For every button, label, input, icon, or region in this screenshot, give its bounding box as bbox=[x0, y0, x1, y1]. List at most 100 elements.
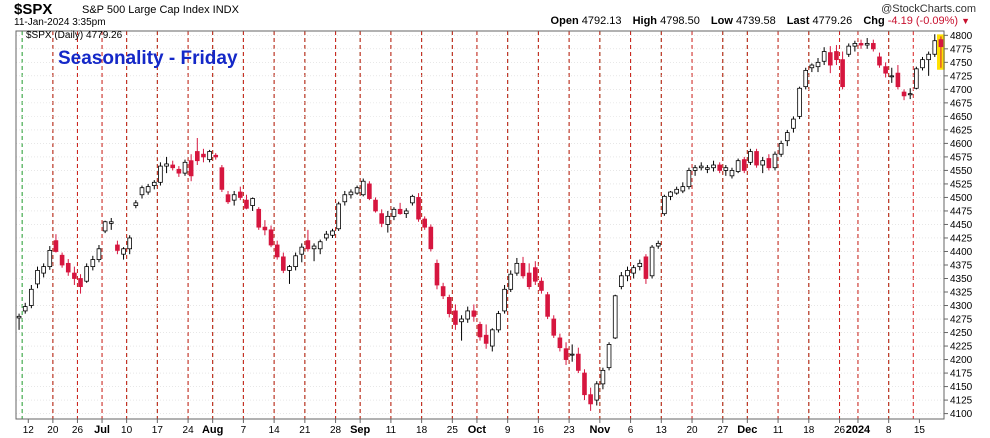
candle-body bbox=[612, 295, 618, 339]
candle-body bbox=[784, 132, 790, 142]
x-tick-label: 24 bbox=[183, 425, 195, 436]
candle-body bbox=[84, 266, 89, 282]
x-tick-label: Nov bbox=[589, 424, 611, 436]
candle-body bbox=[182, 161, 188, 174]
candle-body bbox=[151, 181, 157, 186]
candle-body bbox=[35, 269, 40, 285]
candle-body bbox=[791, 118, 796, 129]
x-tick-label: 20 bbox=[47, 425, 59, 436]
chg-label: Chg bbox=[863, 15, 885, 27]
candle-body bbox=[348, 191, 354, 196]
candle-body bbox=[864, 43, 870, 46]
candle-body bbox=[606, 344, 612, 369]
candle-body bbox=[194, 151, 200, 162]
candle-body bbox=[16, 315, 22, 319]
candle-body bbox=[115, 244, 120, 251]
candle-body bbox=[385, 215, 391, 225]
candle-body bbox=[391, 208, 397, 217]
candle-body bbox=[557, 337, 563, 349]
candle-body bbox=[938, 39, 944, 48]
candle-body bbox=[631, 267, 636, 274]
candle-body bbox=[219, 167, 225, 190]
x-tick-label: 26 bbox=[72, 425, 84, 436]
x-tick-label: 2024 bbox=[846, 424, 871, 436]
candle-body bbox=[576, 353, 581, 371]
candle-body bbox=[41, 266, 46, 274]
x-tick-label: Oct bbox=[468, 424, 487, 436]
candle-body bbox=[440, 286, 446, 297]
candle-body bbox=[428, 226, 434, 250]
x-tick-label: 23 bbox=[564, 425, 576, 436]
candle-body bbox=[373, 199, 378, 212]
x-tick-label: 13 bbox=[656, 425, 668, 436]
high-label: High bbox=[632, 15, 658, 27]
candle-body bbox=[619, 275, 624, 288]
x-tick-label: 26 bbox=[834, 425, 846, 436]
x-tick-label: 10 bbox=[121, 425, 133, 436]
candle-body bbox=[188, 160, 194, 177]
low-value: 4739.58 bbox=[735, 15, 776, 27]
candle-body bbox=[354, 187, 360, 194]
candle-body bbox=[397, 208, 403, 215]
candle-body bbox=[59, 254, 65, 266]
candle-body bbox=[453, 310, 458, 325]
candle-body bbox=[686, 170, 692, 188]
candle-body bbox=[477, 324, 483, 338]
candle-body bbox=[416, 197, 421, 220]
candle-body bbox=[717, 164, 722, 171]
candle-body bbox=[920, 59, 925, 69]
candle-body bbox=[360, 180, 366, 196]
candle-body bbox=[410, 195, 415, 204]
last-label: Last bbox=[786, 15, 810, 27]
candle-body bbox=[90, 259, 96, 268]
candle-body bbox=[877, 56, 882, 66]
candle-body bbox=[655, 242, 661, 247]
y-tick-label: 4675 bbox=[950, 98, 973, 109]
candle-body bbox=[674, 188, 679, 194]
candle-body bbox=[858, 43, 864, 46]
candle-body bbox=[840, 59, 845, 88]
y-tick-label: 4275 bbox=[950, 315, 973, 326]
candle-body bbox=[65, 262, 71, 273]
y-tick-label: 4325 bbox=[950, 288, 973, 299]
candle-body bbox=[533, 267, 538, 282]
high-value: 4798.50 bbox=[660, 15, 700, 27]
candle-body bbox=[96, 248, 102, 260]
candle-body bbox=[78, 278, 83, 288]
candle-body bbox=[459, 318, 464, 323]
y-tick-label: 4700 bbox=[950, 85, 973, 96]
candle-body bbox=[268, 229, 274, 246]
candle-body bbox=[213, 154, 219, 158]
last-value: 4779.26 bbox=[812, 15, 853, 27]
y-tick-label: 4500 bbox=[950, 193, 973, 204]
chg-value: -4.19 (-0.09%) bbox=[887, 15, 959, 27]
x-tick-label: 18 bbox=[416, 425, 428, 436]
candle-body bbox=[907, 93, 913, 96]
candle-body bbox=[821, 51, 827, 62]
candle-body bbox=[520, 262, 526, 277]
candle-body bbox=[871, 43, 876, 50]
y-tick-label: 4375 bbox=[950, 260, 973, 271]
candle-body bbox=[889, 75, 895, 78]
brand: @StockCharts.com bbox=[881, 3, 976, 15]
candle-body bbox=[108, 221, 114, 224]
x-tick-label: Sep bbox=[350, 424, 370, 436]
y-tick-label: 4725 bbox=[950, 71, 973, 82]
candle-body bbox=[244, 199, 249, 209]
plot-frame bbox=[15, 30, 945, 420]
y-tick-label: 4600 bbox=[950, 139, 973, 150]
down-triangle-icon: ▼ bbox=[961, 16, 970, 26]
candle-body bbox=[256, 208, 262, 228]
candle-body bbox=[121, 248, 126, 255]
candle-body bbox=[489, 329, 495, 347]
candle-body bbox=[29, 288, 34, 306]
seasonality-lines bbox=[21, 31, 914, 419]
candle-body bbox=[563, 348, 569, 360]
candle-body bbox=[231, 194, 237, 201]
candle-body bbox=[723, 167, 729, 171]
candle-body bbox=[926, 53, 931, 61]
x-tick-label: 25 bbox=[447, 425, 459, 436]
y-tick-label: 4650 bbox=[950, 112, 973, 123]
candle-body bbox=[299, 246, 305, 255]
